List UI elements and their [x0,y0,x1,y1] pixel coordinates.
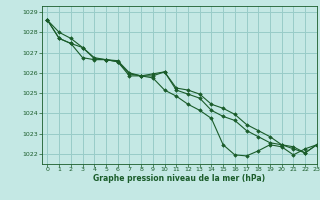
X-axis label: Graphe pression niveau de la mer (hPa): Graphe pression niveau de la mer (hPa) [93,174,265,183]
